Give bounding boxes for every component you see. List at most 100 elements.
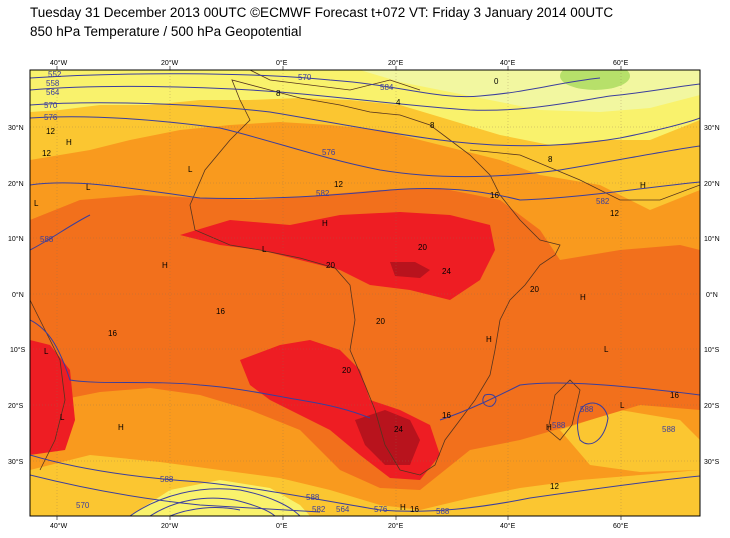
lon-labels-bottom: 40°W 20°W 0°E 20°E 40°E 60°E [50, 522, 629, 530]
lon-label: 20°W [161, 522, 179, 530]
lat-label: 10°S [10, 346, 26, 354]
low-marker: L [34, 199, 39, 208]
lat-label: 10°N [704, 235, 720, 243]
band-8-12-indian [560, 410, 700, 472]
lat-label: 30°N [704, 124, 720, 132]
band-ge24-south [355, 410, 420, 465]
geo-label: 576 [374, 505, 388, 514]
temp-label: 12 [42, 149, 51, 158]
temp-label: 16 [108, 329, 117, 338]
high-marker: H [66, 138, 72, 147]
lat-label: 10°N [8, 235, 24, 243]
temperature-field [30, 70, 700, 516]
lat-label: 20°N [8, 180, 24, 188]
lon-label: 40°E [500, 59, 516, 67]
lat-label: 20°N [704, 180, 720, 188]
mediterranean-coast [249, 70, 421, 91]
geo-label: 588 [306, 493, 320, 502]
geo-label: 576 [44, 113, 58, 122]
temp-label: 8 [276, 89, 281, 98]
low-marker: L [604, 345, 609, 354]
high-marker: H [322, 219, 328, 228]
temp-label: 20 [326, 261, 335, 270]
temp-label: 8 [548, 155, 553, 164]
geo-label: 588 [552, 421, 566, 430]
temp-label: 12 [334, 180, 343, 189]
lon-label: 0°E [276, 522, 288, 530]
low-marker: L [86, 183, 91, 192]
geo-label: 570 [298, 73, 312, 82]
geo-label: 570 [76, 501, 90, 510]
low-marker: L [620, 401, 625, 410]
temp-label: 12 [46, 127, 55, 136]
band-16-20 [30, 188, 700, 490]
lat-label: 20°S [8, 402, 24, 410]
high-marker: H [640, 181, 646, 190]
temp-label: 0 [494, 77, 499, 86]
madagascar-coast [547, 379, 581, 441]
temp-label: 24 [394, 425, 403, 434]
lon-label: 20°E [388, 522, 404, 530]
lat-label: 20°S [704, 402, 720, 410]
lat-labels-right: 30°N 20°N 10°N 0°N 10°S 20°S 30°S [704, 124, 720, 466]
lat-label: 30°S [704, 458, 720, 466]
lat-label: 30°N [8, 124, 24, 132]
temp-label: 20 [418, 243, 427, 252]
geopotential-contours [30, 73, 700, 516]
temp-label: 20 [342, 366, 351, 375]
geo-label: 582 [316, 189, 330, 198]
geo-label: 588 [436, 507, 450, 516]
high-marker: H [400, 503, 406, 512]
temp-label: 24 [442, 267, 451, 276]
lat-label: 0°N [706, 291, 718, 299]
lat-labels-left: 30°N 20°N 10°N 0°N 10°S 20°S 30°S [8, 124, 26, 466]
band-20-24-atlantic [30, 340, 75, 455]
geo-label: 564 [336, 505, 350, 514]
temp-label: 12 [610, 209, 619, 218]
temp-label: 16 [216, 307, 225, 316]
map-border [29, 69, 701, 517]
geo-label: 552 [48, 70, 62, 79]
lon-label: 40°W [50, 522, 68, 530]
geo-label: 570 [44, 101, 58, 110]
low-marker: L [60, 413, 65, 422]
lon-label: 0°E [276, 59, 288, 67]
geo-label: 564 [46, 88, 60, 97]
temp-label: 16 [442, 411, 451, 420]
geo-label: 588 [580, 405, 594, 414]
arabia-coast [469, 149, 700, 201]
temp-label: 4 [396, 98, 401, 107]
low-marker: L [262, 245, 267, 254]
lat-label: 0°N [12, 291, 24, 299]
temp-label: 20 [376, 317, 385, 326]
high-marker: H [486, 335, 492, 344]
temp-label: 16 [410, 505, 419, 514]
geopotential-labels: 552 558 564 570 576 582 584 588 570 576 … [40, 70, 676, 516]
high-marker: H [580, 293, 586, 302]
geo-label: 588 [662, 425, 676, 434]
geo-label: 588 [40, 235, 54, 244]
band-ge24-north [390, 262, 430, 278]
graticule [30, 70, 700, 516]
geo-label: 582 [312, 505, 326, 514]
temp-label: 8 [430, 121, 435, 130]
lon-label: 20°E [388, 59, 404, 67]
lat-label: 30°S [8, 458, 24, 466]
high-marker: H [118, 423, 124, 432]
low-marker: L [44, 347, 49, 356]
temp-label: 12 [550, 482, 559, 491]
geo-label: 576 [322, 148, 336, 157]
temp-label: 16 [490, 191, 499, 200]
tick-marks [56, 66, 622, 520]
temp-label: 16 [670, 391, 679, 400]
high-marker: H [546, 423, 552, 432]
geo-label: 588 [160, 475, 174, 484]
low-marker: L [188, 165, 193, 174]
geo-label: 582 [596, 197, 610, 206]
temp-label: 20 [530, 285, 539, 294]
band-20-24-sahel [180, 212, 495, 300]
lon-label: 40°E [500, 522, 516, 530]
south-america-coast [30, 299, 66, 471]
field-subtitle: 850 hPa Temperature / 500 hPa Geopotenti… [30, 24, 302, 39]
